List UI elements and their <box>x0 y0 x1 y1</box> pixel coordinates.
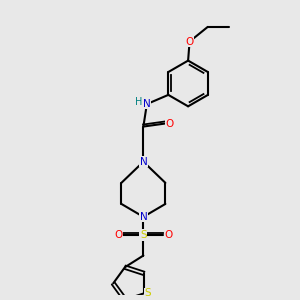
Text: S: S <box>144 288 151 298</box>
Text: N: N <box>143 99 151 109</box>
Text: H: H <box>135 97 143 107</box>
Text: N: N <box>140 212 147 222</box>
Text: O: O <box>185 37 194 46</box>
Text: O: O <box>166 118 174 129</box>
Text: S: S <box>140 230 147 240</box>
Text: N: N <box>140 157 147 167</box>
Text: O: O <box>114 230 122 240</box>
Text: O: O <box>164 230 173 240</box>
